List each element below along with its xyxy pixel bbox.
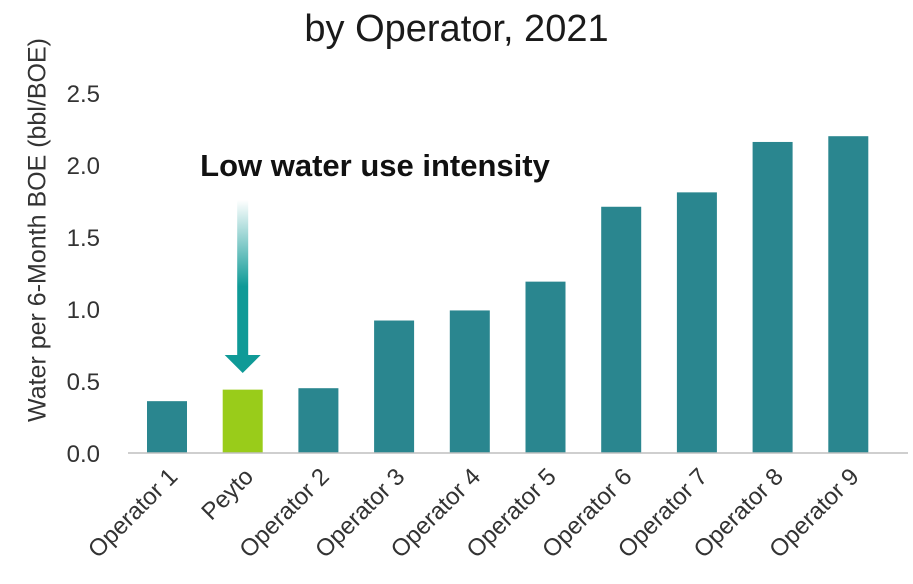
bar <box>525 281 566 453</box>
bar <box>676 192 717 454</box>
bar <box>298 388 339 453</box>
chart-title: by Operator, 2021 <box>304 8 609 50</box>
annotation-arrow <box>224 200 261 373</box>
bar <box>449 310 490 453</box>
y-tick-label: 0.5 <box>67 369 100 396</box>
annotation-label: Low water use intensity <box>200 148 550 183</box>
y-tick-label: 1.0 <box>67 297 100 324</box>
bar <box>752 141 793 453</box>
bar <box>147 401 187 453</box>
x-tick-label: Peyto <box>196 463 258 525</box>
bar <box>374 320 415 453</box>
y-tick-label: 1.5 <box>67 225 100 252</box>
arrow-shaft <box>237 200 249 357</box>
bar <box>601 206 642 453</box>
bar <box>828 136 869 453</box>
y-axis-ticks: 0.0 0.5 1.0 1.5 2.0 2.5 <box>67 81 100 468</box>
y-tick-label: 0.0 <box>67 441 100 468</box>
arrow-head <box>224 355 261 373</box>
bars <box>147 136 869 454</box>
x-tick-label: Operator 1 <box>83 463 183 563</box>
y-tick-label: 2.0 <box>67 153 100 180</box>
y-tick-label: 2.5 <box>67 81 100 108</box>
bar <box>222 389 263 453</box>
